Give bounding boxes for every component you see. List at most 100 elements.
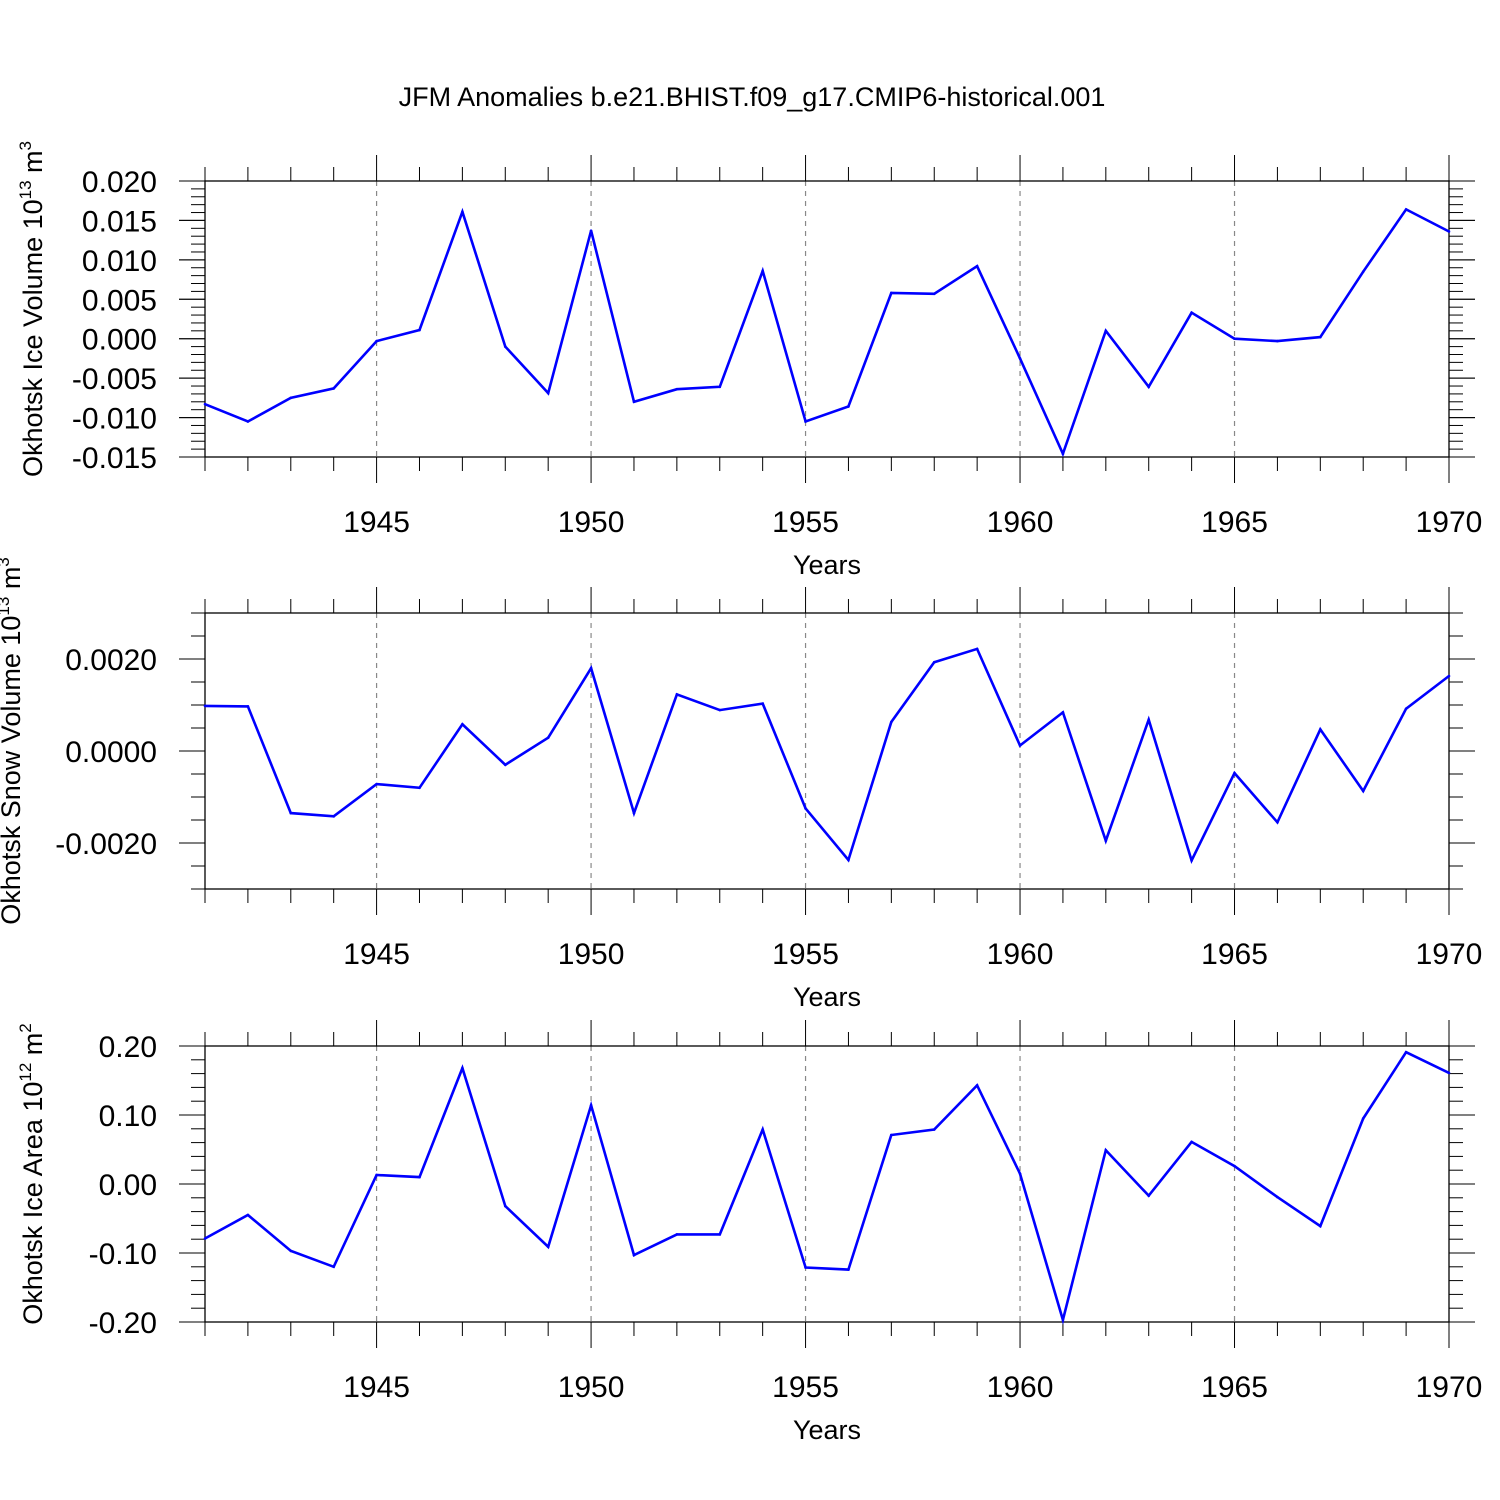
x-tick-label: 1945	[343, 1371, 410, 1404]
data-point-1951	[632, 400, 636, 404]
data-point-1951	[632, 811, 636, 815]
data-point-1951	[632, 1253, 636, 1257]
y-axis-label-text: m	[18, 1033, 48, 1063]
data-point-1953	[718, 385, 722, 389]
data-point-1947	[461, 723, 464, 726]
data-point-1949	[546, 391, 550, 395]
data-point-1954	[761, 269, 764, 273]
data-point-1949	[546, 1245, 550, 1249]
y-tick-label: -0.010	[72, 403, 157, 436]
data-point-1962	[1104, 329, 1108, 333]
x-tick-label: 1970	[1416, 506, 1483, 539]
data-point-1958	[932, 292, 936, 296]
x-tick-label: 1945	[343, 506, 410, 539]
x-tick-label: 1955	[772, 938, 839, 971]
y-axis-label-exponent: 3	[16, 141, 35, 150]
data-point-1942	[246, 1213, 250, 1217]
data-point-1943	[289, 396, 293, 400]
data-point-1960	[1018, 357, 1022, 360]
x-tick-label: 1955	[772, 506, 839, 539]
data-point-1949	[546, 736, 550, 739]
x-axis-label: Years	[793, 550, 861, 580]
data-point-1953	[718, 1233, 722, 1236]
x-axis-label: Years	[793, 1415, 861, 1445]
y-axis-label-text: Okhotsk Ice Area 10	[18, 1082, 48, 1325]
data-point-1963	[1147, 1194, 1151, 1198]
data-point-1961	[1061, 1318, 1065, 1322]
chart-title: JFM Anomalies b.e21.BHIST.f09_g17.CMIP6-…	[399, 82, 1106, 112]
data-point-1947	[461, 210, 464, 214]
x-tick-label: 1960	[987, 506, 1054, 539]
data-point-1946	[418, 1175, 421, 1179]
data-point-1952	[675, 387, 679, 391]
x-tick-label: 1960	[987, 938, 1054, 971]
y-tick-label: -0.0020	[55, 828, 157, 861]
data-point-1950	[589, 229, 593, 232]
data-point-1959	[975, 264, 979, 268]
y-axis-label-exponent: 13	[16, 180, 35, 199]
data-point-1945	[375, 1173, 378, 1177]
data-point-1960	[1018, 744, 1022, 747]
data-point-1970	[1447, 1071, 1451, 1075]
data-point-1941	[203, 704, 207, 708]
data-point-1952	[675, 1233, 679, 1236]
data-point-1942	[246, 705, 250, 708]
y-tick-label: 0.20	[99, 1031, 157, 1064]
y-tick-label: -0.005	[72, 363, 157, 396]
y-axis-label: Okhotsk Ice Area 1012 m2	[16, 1023, 48, 1325]
y-axis-label-exponent: 12	[16, 1063, 35, 1082]
data-point-1969	[1404, 208, 1408, 211]
data-point-1957	[890, 291, 893, 295]
series-line	[204, 207, 1450, 458]
data-point-1969	[1404, 1050, 1408, 1054]
plot-frame	[204, 612, 1450, 890]
x-tick-label: 1960	[987, 1371, 1054, 1404]
x-tick-label: 1965	[1201, 506, 1268, 539]
data-point-1943	[289, 1249, 293, 1253]
x-tick-label: 1965	[1201, 1371, 1268, 1404]
data-point-1944	[332, 815, 335, 818]
data-point-1956	[847, 1268, 850, 1271]
data-point-1946	[418, 328, 421, 332]
y-tick-label: 0.005	[82, 284, 157, 317]
data-point-1969	[1404, 707, 1408, 710]
data-point-1957	[890, 1133, 893, 1137]
x-tick-label: 1950	[558, 938, 625, 971]
data-point-1968	[1361, 270, 1365, 273]
y-axis-label-text: m	[0, 567, 26, 597]
plot-frame	[204, 180, 1450, 458]
y-tick-label: 0.10	[99, 1100, 157, 1133]
y-tick-label: 0.020	[82, 166, 157, 199]
y-tick-label: 0.015	[82, 205, 157, 238]
data-point-1947	[461, 1066, 464, 1070]
data-point-1966	[1276, 821, 1279, 824]
y-axis-label: Okhotsk Snow Volume 1013 m3	[0, 557, 26, 925]
data-point-1965	[1233, 1164, 1236, 1168]
y-axis-label-exponent: 3	[0, 557, 13, 566]
data-point-1967	[1319, 1224, 1322, 1228]
data-point-1964	[1190, 859, 1193, 862]
y-tick-label: -0.10	[89, 1238, 157, 1271]
data-point-1968	[1361, 1117, 1365, 1120]
data-point-1963	[1147, 718, 1151, 722]
series-line	[204, 647, 1450, 865]
data-point-1948	[503, 763, 507, 767]
data-point-1945	[375, 339, 378, 343]
y-tick-label: 0.010	[82, 245, 157, 278]
data-point-1942	[246, 420, 250, 423]
data-point-1957	[890, 720, 893, 724]
chart-panel-1: -0.015 -0.010 -0.005 0.000 0.005 0.010 0.015 0.…	[16, 141, 1482, 580]
data-point-1958	[932, 1128, 936, 1131]
data-point-1955	[804, 420, 807, 423]
data-point-1954	[761, 702, 764, 705]
data-point-1946	[418, 786, 421, 790]
x-tick-label: 1955	[772, 1371, 839, 1404]
data-point-1964	[1190, 1140, 1193, 1144]
x-tick-label: 1950	[558, 1371, 625, 1404]
data-point-1948	[503, 1204, 507, 1208]
y-axis-label-exponent: 2	[16, 1023, 35, 1032]
data-point-1960	[1018, 1172, 1022, 1175]
y-axis-label-exponent: 13	[0, 597, 13, 616]
series-line	[204, 1050, 1450, 1325]
